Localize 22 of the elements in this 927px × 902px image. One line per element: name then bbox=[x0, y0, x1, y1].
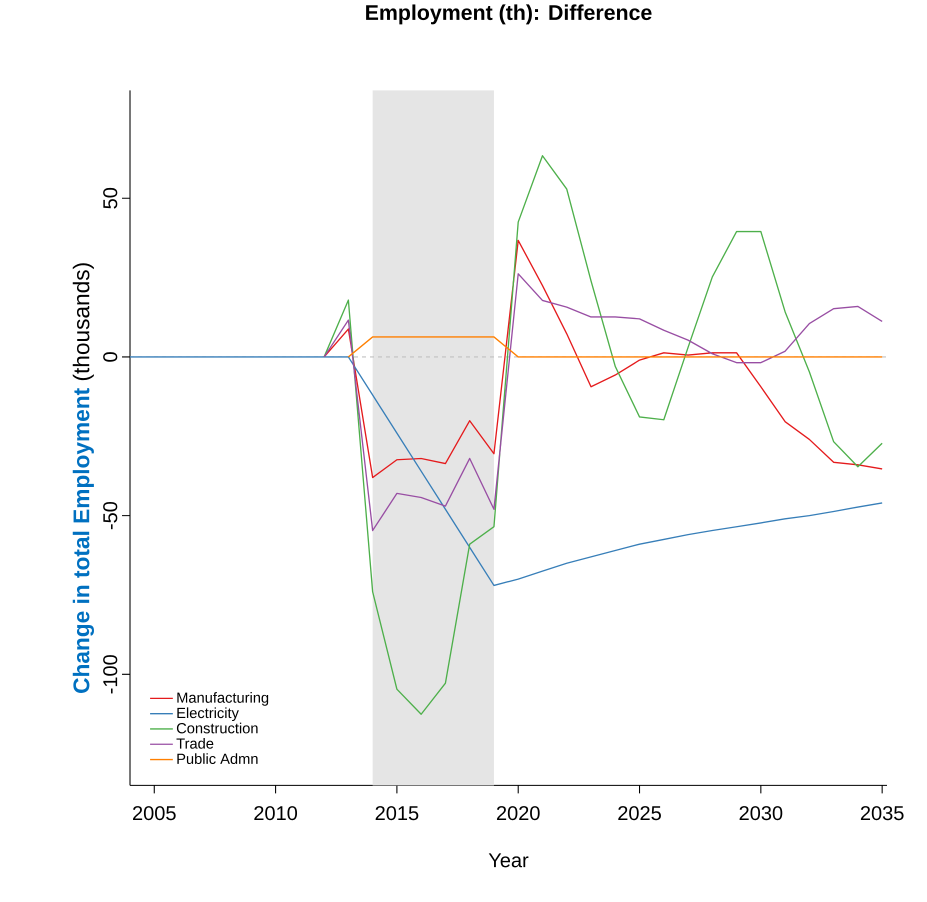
x-tick-label: 2010 bbox=[254, 806, 298, 820]
x-tick-label: 2035 bbox=[860, 806, 904, 820]
legend-label: Manufacturing bbox=[177, 692, 268, 706]
y-axis-title: Change in total Employment (thousands) bbox=[72, 263, 94, 693]
x-axis-title: Year bbox=[488, 853, 528, 868]
x-tick-label: 2015 bbox=[376, 806, 418, 820]
line-series bbox=[323, 240, 883, 478]
x-tick-label: 2025 bbox=[618, 806, 661, 820]
y-tick-label: 0 bbox=[103, 352, 118, 362]
line-series bbox=[323, 272, 883, 532]
y-tick-label: 50 bbox=[103, 188, 118, 208]
x-tick-label: 2005 bbox=[133, 806, 176, 820]
x-tick-label: 2020 bbox=[496, 806, 540, 820]
x-tick-label: 2030 bbox=[740, 806, 782, 820]
legend-label: Construction bbox=[176, 722, 258, 734]
y-tick-label: -50 bbox=[103, 502, 118, 530]
y-tick-label: -100 bbox=[103, 654, 118, 694]
chart-title: Employment (th): Difference bbox=[366, 4, 652, 24]
legend-label: Public Admn bbox=[177, 753, 258, 764]
legend-label: Electricity bbox=[177, 707, 239, 721]
legend-label: Trade bbox=[176, 738, 214, 749]
line-series bbox=[323, 154, 883, 715]
